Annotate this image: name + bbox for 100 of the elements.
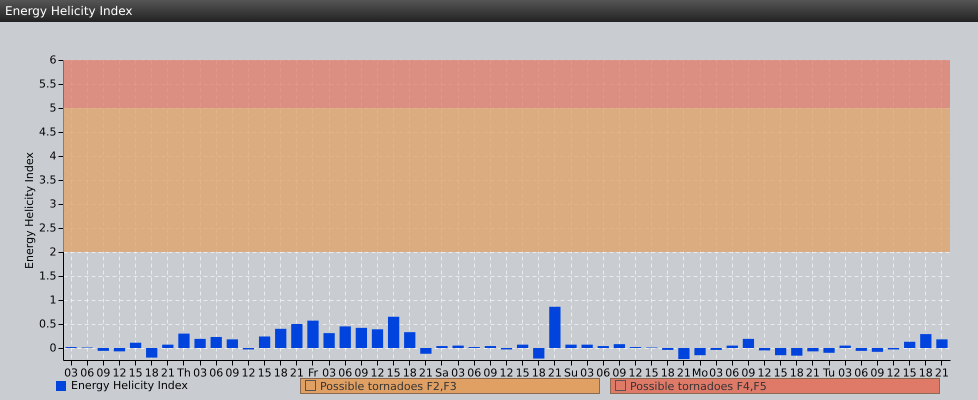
x-tick-label: 09	[741, 366, 756, 380]
x-tick-label: 21	[548, 366, 562, 380]
x-tick-label: Sa	[435, 366, 449, 380]
bar	[581, 344, 593, 348]
x-tick-label: 09	[96, 366, 110, 380]
bar	[936, 339, 948, 348]
bar	[388, 316, 400, 348]
x-tick-label: 12	[241, 366, 256, 380]
x-tick-label: 12	[886, 366, 901, 380]
bar	[678, 348, 690, 360]
legend-label: Energy Helicity Index	[71, 379, 188, 392]
bar	[194, 338, 206, 348]
bar	[372, 329, 384, 348]
x-tick-label: 06	[467, 366, 482, 380]
x-tick-label: 21	[676, 366, 691, 380]
x-tick-label: 15	[774, 366, 788, 380]
y-tick-label: 0.5	[39, 318, 56, 330]
x-tick-label: 15	[128, 366, 143, 380]
bar	[565, 344, 577, 348]
bar	[904, 342, 916, 348]
x-tick-label: 06	[854, 366, 868, 380]
bar	[791, 348, 802, 356]
x-tick-label: 15	[902, 366, 917, 380]
x-tick-label: 03	[193, 366, 208, 380]
y-axis-title: Energy Helicity Index	[23, 152, 36, 269]
bar	[178, 334, 190, 348]
bar	[920, 334, 932, 348]
x-tick-label: 18	[790, 366, 804, 380]
y-tick-label: 3	[50, 198, 56, 210]
bar	[210, 336, 222, 348]
y-tick-label: 2	[50, 246, 56, 258]
bar	[340, 326, 351, 348]
x-tick-label: 06	[338, 366, 352, 380]
bar	[807, 348, 819, 352]
x-tick-label: 03	[838, 366, 852, 380]
x-tick-label: 12	[112, 366, 126, 380]
x-tick-label: Fr	[308, 366, 318, 380]
x-tick-label: 09	[483, 366, 498, 380]
x-tick-label: 18	[274, 366, 288, 380]
bar	[516, 344, 528, 348]
y-tick-label: 1.5	[39, 270, 56, 282]
bar	[775, 348, 786, 356]
y-tick-label: 0	[50, 342, 56, 354]
x-tick-label: 09	[354, 366, 368, 380]
x-tick-label: 06	[80, 366, 94, 380]
bar	[130, 342, 142, 348]
x-tick-label: 03	[64, 366, 78, 380]
x-tick-label: 21	[418, 366, 433, 380]
x-tick-label: 18	[144, 366, 159, 380]
bar	[162, 344, 174, 348]
x-tick-label: 09	[612, 366, 626, 380]
bar	[356, 328, 367, 348]
bar	[823, 348, 835, 353]
x-tick-label: 18	[402, 366, 417, 380]
x-tick-label: Th	[176, 366, 191, 380]
x-tick-label: 21	[290, 366, 304, 380]
y-tick-label: 4.5	[39, 126, 56, 138]
bar	[291, 324, 302, 348]
bar	[226, 339, 238, 348]
x-tick-label: 21	[934, 366, 949, 380]
x-tick-label: 18	[532, 366, 546, 380]
x-tick-label: Su	[564, 366, 578, 380]
bar	[258, 336, 270, 348]
bar	[856, 348, 867, 351]
legend-label: Possible tornadoes F4,F5	[610, 378, 940, 394]
x-tick-label: 03	[580, 366, 594, 380]
bar	[614, 344, 626, 348]
x-tick-label: 06	[596, 366, 610, 380]
bar	[872, 348, 884, 352]
y-tick-label: 6	[50, 54, 56, 66]
bar	[307, 320, 319, 348]
y-tick-label: 2.5	[39, 222, 56, 234]
bar	[146, 348, 158, 358]
bar	[420, 348, 432, 354]
bar	[275, 328, 286, 348]
bar	[323, 333, 335, 348]
y-tick-label: 5.5	[39, 78, 56, 90]
bar	[98, 348, 109, 351]
x-tick-label: 18	[660, 366, 675, 380]
x-tick-label: 03	[709, 366, 724, 380]
x-tick-label: 15	[516, 366, 530, 380]
bar	[694, 348, 706, 356]
x-tick-label: 21	[806, 366, 820, 380]
x-tick-label: 12	[370, 366, 384, 380]
bar	[533, 348, 544, 359]
chart-title: Energy Helicity Index	[0, 0, 978, 22]
y-tick-label: 3.5	[39, 174, 56, 186]
x-tick-label: 12	[500, 366, 514, 380]
bar	[404, 332, 416, 348]
bar	[549, 306, 561, 348]
x-tick-label: 06	[725, 366, 740, 380]
y-tick-label: 5	[50, 102, 56, 114]
bar	[114, 348, 126, 352]
x-tick-label: 03	[451, 366, 466, 380]
x-tick-label: 18	[918, 366, 933, 380]
x-tick-label: 15	[386, 366, 401, 380]
x-tick-label: 15	[644, 366, 659, 380]
x-tick-label: 12	[628, 366, 643, 380]
x-tick-label: 09	[870, 366, 884, 380]
x-tick-label: Tu	[822, 366, 836, 380]
